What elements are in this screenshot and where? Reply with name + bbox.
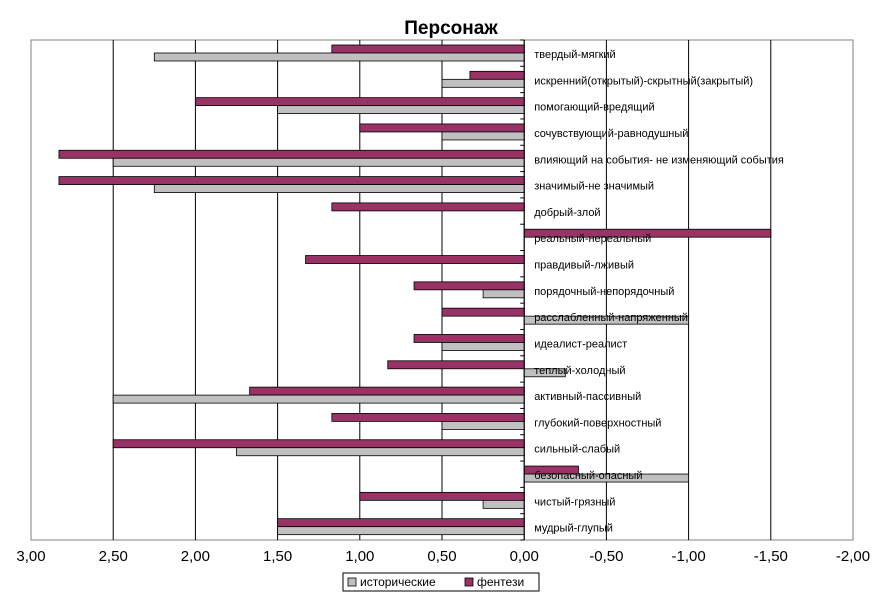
x-tick-label: 3,00 [16,548,45,565]
bar-fantasy [387,360,525,370]
bar-fantasy [359,123,525,133]
bar-fantasy [194,97,525,107]
bar-historical [112,394,525,404]
category-label: активный-пассивный [534,391,641,403]
bar-fantasy [413,334,525,343]
bar-historical [277,526,525,536]
legend-swatch-historical [347,577,357,587]
bar-fantasy [58,176,525,185]
x-tick-label: 2,00 [181,548,210,565]
bar-fantasy [331,202,525,212]
bar-fantasy [58,149,525,159]
category-label: чистый-грязный [534,496,615,508]
x-tick-label: 1,50 [263,548,292,565]
x-tick-label: 2,50 [99,548,128,565]
category-label: сильный-слабый [534,444,620,456]
bar-historical [153,184,525,193]
bar-historical [441,131,525,141]
legend-box [342,572,540,592]
category-label: искренний(открытый)-скрытный(закрытый) [534,75,753,87]
category-label: сочувствующий-равнодушный [534,128,688,140]
category-label: реальный-нереальный [534,233,651,245]
category-label: помогающий-вредящий [534,102,654,114]
category-label: глубокий-поверхностный [534,417,661,429]
category-label: порядочный-непорядочный [534,286,674,298]
category-label: добрый-злой [534,207,600,219]
x-tick-label: -1,00 [671,548,705,565]
bar-fantasy [359,491,525,501]
x-tick-label: 0,00 [510,548,539,565]
bar-fantasy [277,518,525,528]
bar-historical [441,421,525,430]
bar-fantasy [413,281,525,291]
bar-historical [482,499,525,509]
category-label: влияющий на события- не изменяющий событ… [534,154,784,166]
category-label: значимый-не значимый [534,181,654,193]
bar-historical [441,342,525,351]
category-label: мудрый-глупый [534,523,613,535]
bar-historical [277,105,525,115]
x-tick-labels: 3,00 2,50 2,00 1,50 1,00 0,50 0,00 -0,50 -1,00 -1… [16,548,870,565]
x-tick-label: -2,00 [836,548,870,565]
bar-historical [112,157,525,167]
bar-historical [153,52,525,62]
category-label: теплый-холодный [534,365,625,377]
legend-label-historical: исторические [360,575,436,589]
x-tick-label: 1,00 [345,548,374,565]
bar-fantasy [249,386,525,396]
x-tick-label: -1,50 [754,548,788,565]
x-tick-label: -0,50 [589,548,623,565]
bar-historical [441,78,525,88]
legend-swatch-fantasy [464,577,474,587]
bar-fantasy [305,255,525,264]
bar-fantasy [112,439,525,449]
bar-fantasy [441,307,525,317]
category-label: правдивый-лживый [534,260,634,272]
category-label: твердый-мягкий [534,49,616,61]
x-tick-label: 0,50 [427,548,456,565]
category-label: идеалист-реалист [534,338,627,350]
category-label: расслабленный-напряженный [534,312,688,324]
category-labels: твердый-мягкий искренний(открытый)-скрытн… [534,49,784,535]
bar-fantasy [331,413,525,422]
bars [58,44,772,536]
bar-historical [236,447,525,457]
bar-historical [482,289,525,299]
chart-title: Персонаж [404,18,498,39]
bar-fantasy [331,44,525,54]
bar-fantasy [469,70,525,80]
legend: исторические фентези [342,572,540,592]
legend-label-fantasy: фентези [477,575,524,589]
category-label: безопасный-опасный [534,470,642,482]
